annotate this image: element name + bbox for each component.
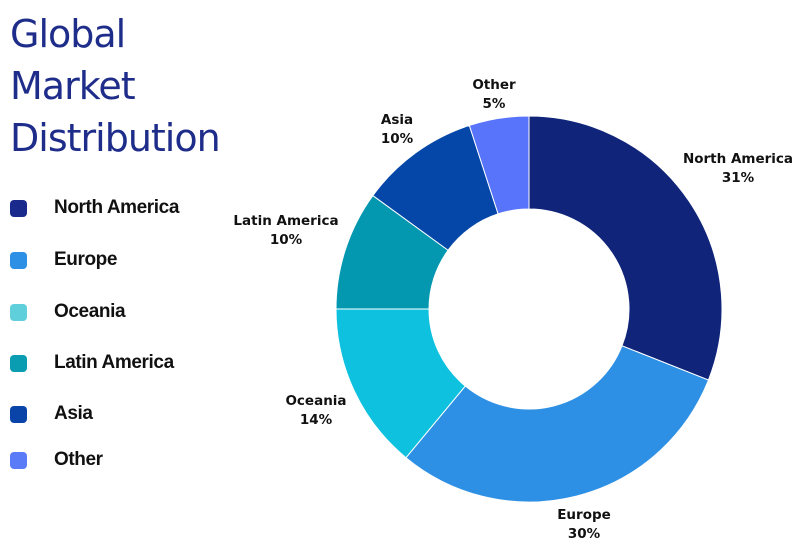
slice-label-category-europe: Europe [557, 507, 611, 523]
legend-label-asia: Asia [54, 403, 93, 424]
legend-swatch-other [10, 451, 27, 469]
slice-label-value-europe: 30% [568, 526, 601, 542]
slice-label-category-asia: Asia [381, 112, 413, 128]
legend-item-latin-america: Latin America [10, 345, 174, 381]
legend-item-europe: Europe [10, 242, 117, 278]
slice-label-value-north-america: 31% [722, 170, 755, 186]
legend-swatch-oceania [10, 303, 27, 321]
slice-label-north-america: North America 31% [683, 151, 793, 186]
title-line-3: Distribution [10, 116, 221, 160]
legend-item-oceania: Oceania [10, 294, 126, 330]
slice-label-value-latin-america: 10% [270, 232, 303, 248]
slice-label-value-other: 5% [483, 96, 506, 112]
legend-label-oceania: Oceania [54, 301, 126, 322]
legend-label-other: Other [54, 449, 103, 470]
legend-swatch-latin-america [10, 354, 27, 372]
chart-title: Global Market Distribution [10, 8, 221, 164]
legend-label-latin-america: Latin America [54, 352, 174, 373]
slice-north-america [528, 115, 723, 381]
slice-label-other: Other 5% [472, 77, 516, 112]
title-line-2: Market [10, 64, 136, 108]
slice-label-value-oceania: 14% [300, 412, 333, 428]
legend-swatch-asia [10, 405, 27, 423]
slice-label-asia: Asia 10% [381, 112, 414, 147]
slice-label-latin-america: Latin America 10% [233, 213, 338, 248]
legend-item-other: Other [10, 442, 103, 478]
legend-label-north-america: North America [54, 197, 180, 218]
slice-other [468, 115, 530, 215]
slice-label-value-asia: 10% [381, 131, 414, 147]
slice-label-category-other: Other [472, 77, 516, 93]
legend-label-europe: Europe [54, 249, 118, 270]
slice-label-category-north-america: North America [683, 151, 793, 167]
legend-swatch-europe [10, 251, 27, 269]
slice-label-europe: Europe 30% [557, 507, 611, 542]
legend-item-north-america: North America [10, 190, 179, 226]
slice-label-oceania: Oceania 14% [285, 393, 346, 428]
title-line-1: Global [10, 12, 126, 56]
slice-label-category-oceania: Oceania [285, 393, 346, 409]
slice-europe [405, 345, 710, 503]
slice-label-category-latin-america: Latin America [233, 213, 338, 229]
legend-swatch-north-america [10, 199, 27, 217]
legend-item-asia: Asia [10, 396, 93, 432]
